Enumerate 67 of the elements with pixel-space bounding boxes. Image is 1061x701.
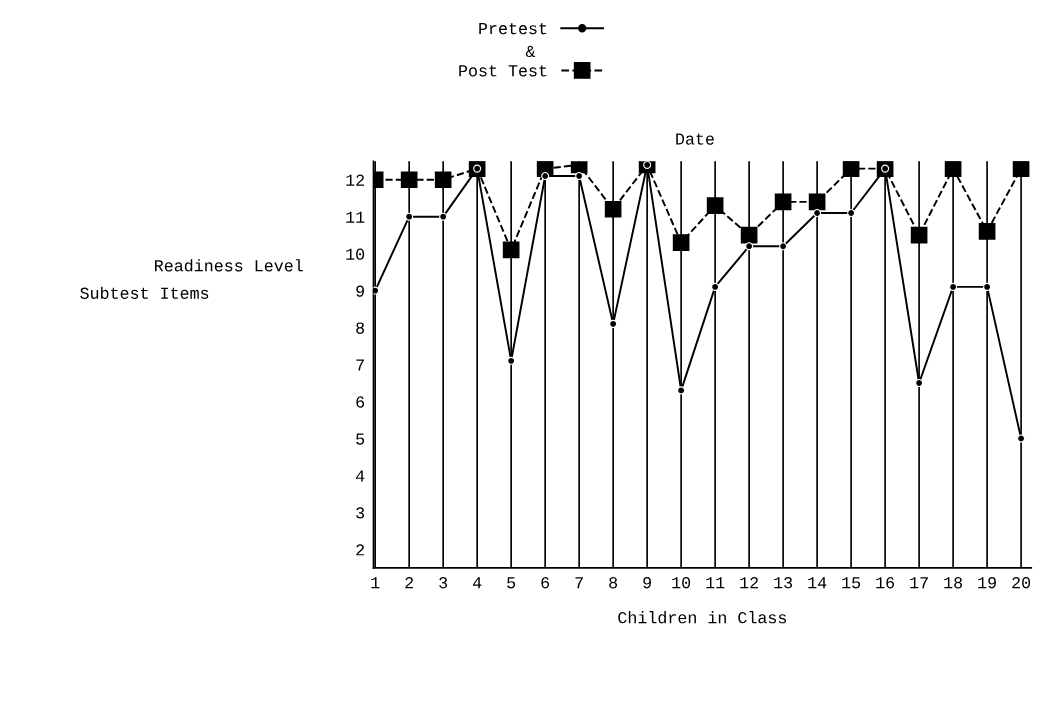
x-tick-label: 10	[672, 577, 691, 589]
legend-label: Post Test	[459, 65, 547, 77]
y-tick-label: 2	[356, 544, 364, 556]
point	[910, 226, 928, 244]
point	[779, 242, 788, 251]
point	[915, 378, 924, 388]
point	[774, 193, 792, 211]
point	[541, 171, 550, 181]
x-tick-label: 17	[910, 577, 928, 589]
x-tick-label: 1	[371, 577, 380, 589]
y-tick-label: 10	[346, 248, 365, 260]
y-tick-label: 5	[356, 433, 365, 445]
x-tick-label: 6	[541, 577, 550, 589]
x-tick-label: 11	[706, 577, 725, 589]
y-tick-label: 12	[346, 174, 364, 186]
point	[400, 171, 418, 189]
text: Subtest Items	[80, 286, 209, 299]
x-tick-label: 3	[439, 577, 448, 589]
y-tick-label: 3	[356, 507, 365, 519]
point	[706, 197, 724, 214]
y-axis-title: Readiness Level	[155, 259, 303, 272]
point	[502, 241, 520, 259]
point	[1012, 161, 1030, 177]
point	[944, 161, 962, 177]
point	[842, 161, 860, 177]
point	[609, 319, 618, 328]
point	[847, 208, 856, 218]
point	[434, 171, 452, 189]
x-axis-title: Children in Class	[618, 611, 787, 624]
point	[405, 212, 414, 221]
x-tick-label: 15	[842, 577, 861, 589]
point	[575, 171, 584, 181]
x-tick-label: 13	[774, 577, 793, 589]
point	[604, 200, 622, 218]
x-tick-label: 7	[575, 577, 583, 589]
point	[1017, 434, 1026, 443]
x-tick-label: 4	[473, 577, 482, 589]
x-tick-label: 16	[876, 577, 895, 589]
x-tick-label: 9	[643, 577, 651, 589]
x-tick-label: 5	[507, 577, 516, 589]
point	[740, 226, 758, 244]
point	[711, 282, 720, 291]
point	[808, 193, 826, 211]
point	[507, 356, 516, 365]
y-tick-label: 7	[356, 359, 364, 371]
text: Date	[676, 133, 714, 145]
point	[983, 282, 992, 291]
legend-label: Pretest	[479, 22, 547, 35]
point	[745, 242, 754, 251]
y-tick-label: 9	[356, 285, 364, 297]
point	[978, 223, 996, 240]
y-tick-label: 4	[355, 470, 365, 482]
y-tick-label: 11	[346, 211, 365, 223]
x-tick-label: 20	[1012, 577, 1031, 589]
x-tick-label: 19	[978, 577, 996, 589]
x-tick-label: 2	[405, 577, 413, 589]
point	[949, 282, 958, 291]
point	[813, 208, 822, 218]
x-tick-label: 14	[808, 577, 827, 589]
y-tick-label: 8	[356, 322, 365, 334]
point	[672, 234, 690, 251]
y-tick-label: 6	[356, 396, 365, 408]
x-tick-label: 18	[944, 577, 962, 589]
x-tick-label: 8	[609, 577, 618, 589]
x-tick-label: 12	[740, 577, 758, 589]
text: &	[525, 45, 536, 58]
point	[439, 212, 448, 221]
